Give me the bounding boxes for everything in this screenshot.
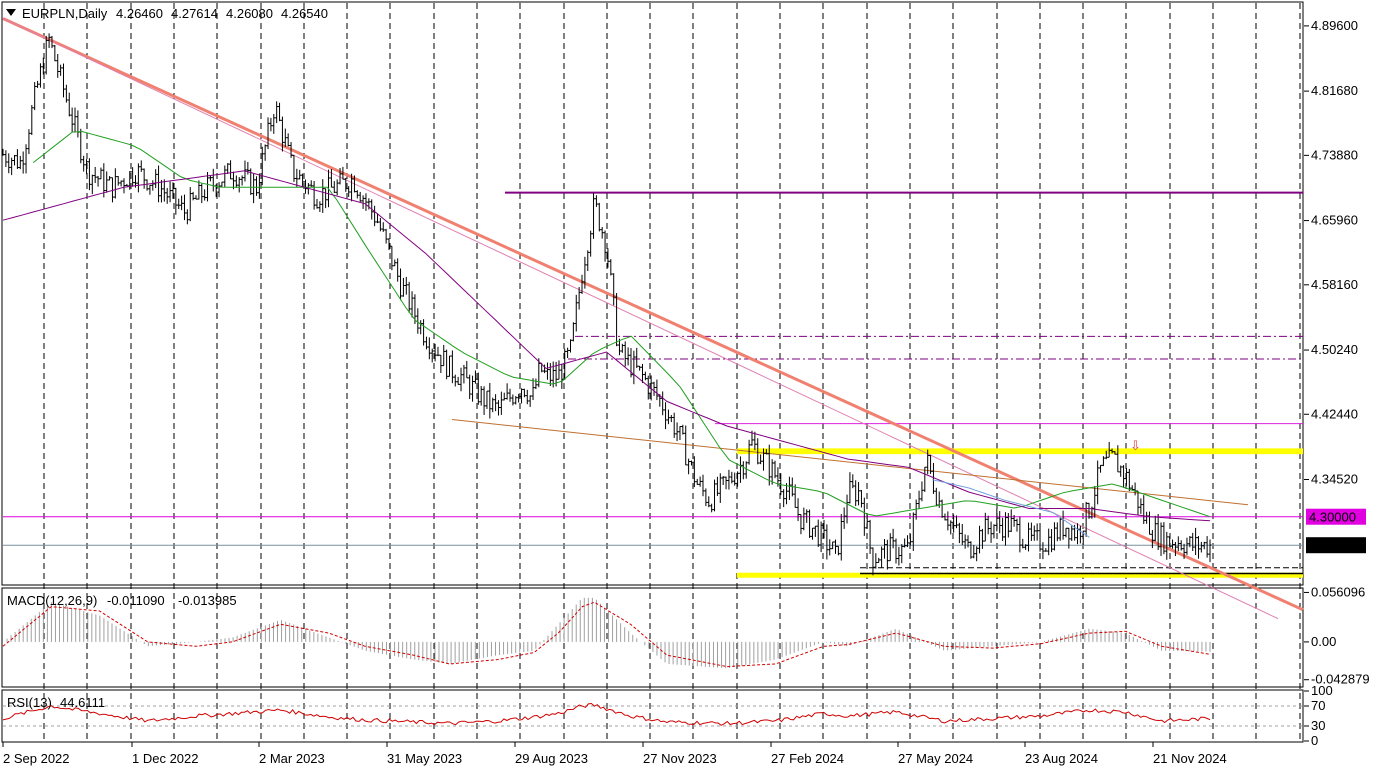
collapse-triangle-icon[interactable]	[6, 9, 16, 16]
macd-tick-label: 0.00	[1311, 634, 1336, 649]
price-level-badge-text: 4.30000	[1309, 510, 1356, 525]
moving-average-line	[2, 170, 1211, 522]
rsi-tick-label: 30	[1311, 718, 1325, 733]
rsi-line	[2, 702, 1211, 726]
macd-value-signal: -0.013985	[178, 593, 237, 608]
symbol-label: EURPLN,Daily	[22, 6, 108, 21]
close-value: 4.26540	[281, 6, 328, 21]
time-tick-label: 21 Nov 2024	[1153, 751, 1227, 766]
macd-value-main: -0.011090	[107, 593, 165, 608]
rsi-tick-label: 70	[1311, 698, 1325, 713]
price-panel: ⇩	[1, 17, 1304, 620]
price-tick-label: 4.58160	[1311, 277, 1358, 292]
trendline	[451, 419, 1249, 506]
trendline	[2, 18, 1279, 620]
rsi-tick-label: 100	[1311, 683, 1333, 698]
macd-tick-label: -0.042879	[1311, 672, 1370, 687]
open-value: 4.26460	[116, 6, 163, 21]
moving-average-line	[32, 130, 1211, 518]
rsi-tick-label: 0	[1311, 733, 1318, 748]
high-value: 4.27614	[171, 6, 218, 21]
time-tick-label: 27 May 2024	[898, 751, 973, 766]
price-tick-label: 4.34520	[1311, 471, 1358, 486]
highlight-band	[737, 448, 1303, 455]
price-tick-label: 4.89600	[1311, 18, 1358, 33]
highlight-band	[737, 572, 1303, 578]
macd-signal-line	[2, 601, 1211, 668]
time-tick-label: 2 Sep 2022	[3, 751, 70, 766]
time-tick-label: 27 Feb 2024	[771, 751, 844, 766]
time-tick-label: 2 Mar 2023	[259, 751, 325, 766]
rsi-value: 44.6111	[60, 695, 105, 710]
macd-panel-frame	[1, 587, 1304, 688]
time-tick-label: 23 Aug 2024	[1025, 751, 1098, 766]
time-tick-label: 29 Aug 2023	[515, 751, 588, 766]
low-value: 4.26080	[226, 6, 273, 21]
price-level-badge-text: 4.26540	[1309, 538, 1356, 553]
axes: 4.89600 4.81680 4.73880 4.65960 4.58160 4.502…	[2, 18, 1370, 766]
macd-label: MACD(12,26,9)	[7, 593, 97, 608]
price-tick-label: 4.50240	[1311, 342, 1358, 357]
rsi-label: RSI(13)	[7, 695, 52, 710]
rsi-panel	[2, 702, 1303, 727]
time-tick-label: 31 May 2023	[387, 751, 462, 766]
price-tick-label: 4.65960	[1311, 213, 1358, 228]
price-tick-label: 4.42440	[1311, 406, 1358, 421]
moving-average-line	[932, 479, 1090, 538]
price-tick-label: 4.81680	[1311, 83, 1358, 98]
macd-tick-label: 0.056096	[1311, 584, 1365, 599]
macd-panel	[2, 597, 1211, 669]
rsi-panel-frame	[1, 689, 1304, 743]
price-level-badge	[1306, 537, 1366, 554]
price-tick-label: 4.73880	[1311, 147, 1358, 162]
time-tick-label: 27 Nov 2023	[643, 751, 717, 766]
down-arrow-icon: ⇩	[1130, 439, 1141, 454]
main-panel-frame	[1, 1, 1304, 586]
time-tick-label: 1 Dec 2022	[132, 751, 199, 766]
price-level-badge	[1306, 508, 1366, 525]
